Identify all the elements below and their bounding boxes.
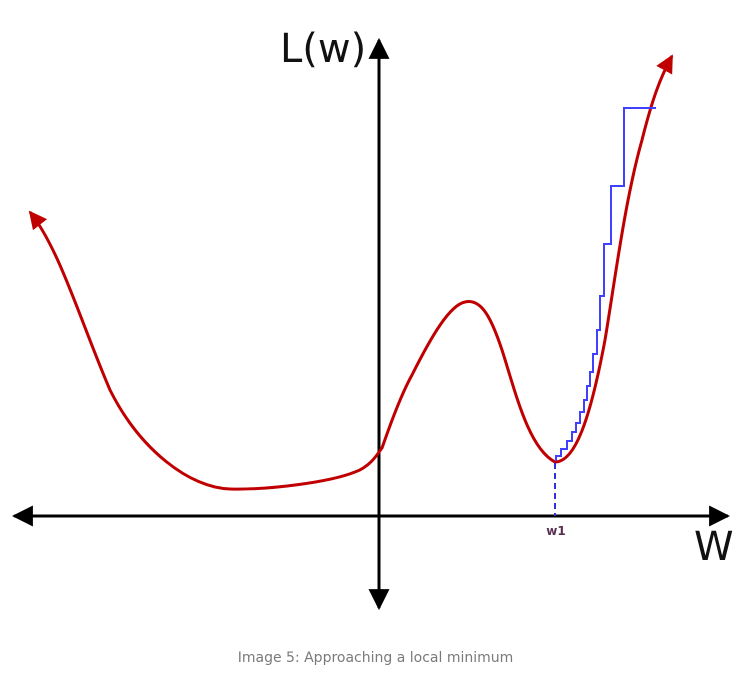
loss-curve-diagram: L(w) W w1 — [11, 26, 734, 611]
figure-caption: Image 5: Approaching a local minimum — [237, 650, 514, 666]
x-axis-label: W — [694, 524, 734, 570]
minimum-label: w1 — [546, 524, 565, 538]
gradient-descent-steps — [555, 107, 656, 461]
loss-curve — [28, 54, 674, 491]
y-axis-label: L(w) — [280, 26, 366, 72]
